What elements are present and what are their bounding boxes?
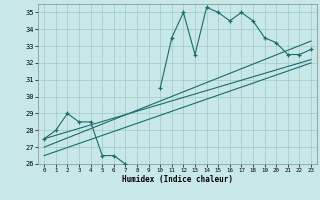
X-axis label: Humidex (Indice chaleur): Humidex (Indice chaleur): [122, 175, 233, 184]
